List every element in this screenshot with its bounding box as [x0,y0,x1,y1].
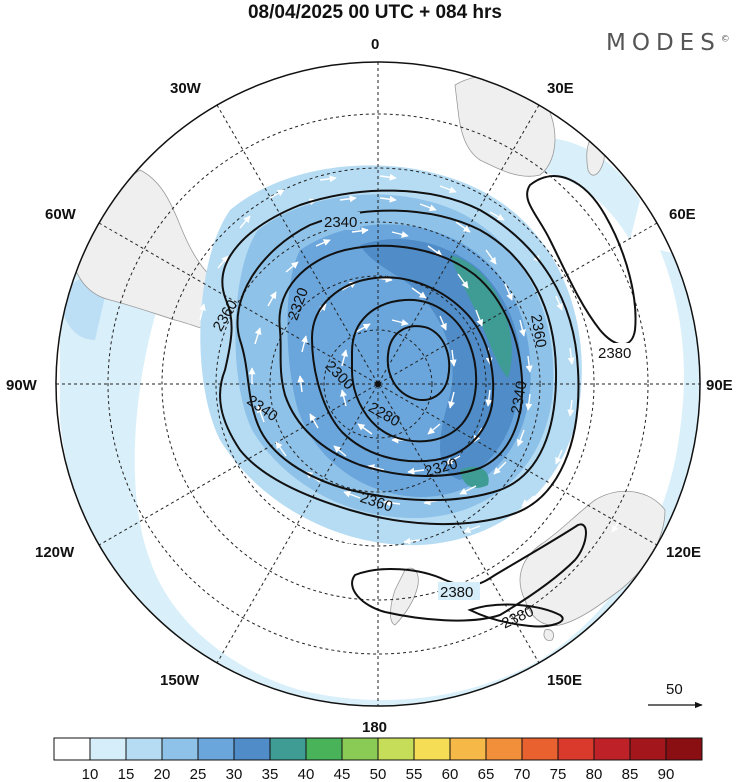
colorbar-label: 40 [298,766,315,782]
colorbar-label: 25 [190,766,207,782]
colorbar-label: 80 [586,766,603,782]
contour-label: 2380 [440,584,473,601]
contour-2380-south-a [351,523,587,622]
colorbar-swatch [449,737,487,761]
land-australia [519,490,666,626]
meridian-labels: 0 30E 60E 90E 120E 150E 180 150W 120W 90… [6,36,733,736]
contour-2320 [278,244,524,477]
colorbar-label: 45 [334,766,351,782]
meridian-label-180: 180 [362,719,387,736]
meridian-label-150w: 150W [160,672,200,689]
meridian-label-60w: 60W [45,206,77,223]
colorbar-swatch [233,737,271,761]
colorbar-label: 50 [370,766,387,782]
contour-label: 2360 [527,313,550,349]
contour-2300 [310,276,495,463]
colorbar-swatch [377,737,415,761]
colorbar-swatch [593,737,631,761]
reference-vector: 50 [648,681,703,709]
reference-vector-label: 50 [666,681,683,698]
contour-2380-south-b [467,603,564,628]
colorbar-swatch [125,737,163,761]
meridian-label-60e: 60E [669,206,696,223]
colorbar-swatch [665,737,703,761]
meridian-label-90e: 90E [706,377,733,394]
colorbar-swatch [53,737,91,761]
colorbar-label: 65 [478,766,495,782]
brand-mark: © [720,34,730,45]
graticule [56,62,700,706]
colorbar-swatch [89,737,127,761]
brand-logo: MODES© [606,30,730,56]
colorbar-swatch [269,737,307,761]
colorbar-labels: 10 15 20 25 30 35 40 45 50 55 60 65 70 75 80 85 90 [82,766,675,782]
brand-text: MODES [606,30,721,56]
colorbar-swatch [197,737,235,761]
colorbar-swatch [557,737,595,761]
colorbar-swatch [161,737,199,761]
colorbar-label: 75 [550,766,567,782]
contour-label: 2340 [324,214,357,231]
colorbar-swatch [413,737,451,761]
meridian-label-0: 0 [371,36,379,53]
contour-low [386,325,451,401]
colorbar-label: 35 [262,766,279,782]
colorbar-label: 60 [442,766,459,782]
contour-label: 2340 [508,380,531,416]
colorbar [53,737,703,761]
colorbar-label: 85 [622,766,639,782]
colorbar-swatch [521,737,559,761]
colorbar-label: 55 [406,766,423,782]
land-tasmania [543,629,554,641]
colorbar-label: 10 [82,766,99,782]
colorbar-label: 90 [658,766,675,782]
meridian-label-120w: 120W [35,544,75,561]
colorbar-label: 20 [154,766,171,782]
contour-2380-east [526,175,637,346]
colorbar-swatch [341,737,379,761]
contour-label: 2380 [598,345,631,362]
map-title: 08/04/2025 00 UTC + 084 hrs [247,2,503,23]
contour-2360 [219,189,580,526]
contour-2280 [351,298,478,443]
meridian-label-120e: 120E [666,544,701,561]
contour-2340 [236,209,558,502]
meridian-label-150e: 150E [547,672,582,689]
map-disk: 2340 2360 2320 2300 2280 2340 2360 2380 … [56,62,700,706]
colorbar-label: 70 [514,766,531,782]
meridian-label-90w: 90W [6,377,38,394]
colorbar-swatch [485,737,523,761]
height-contours [219,175,637,628]
colorbar-label: 15 [118,766,135,782]
meridian-label-30e: 30E [547,80,574,97]
colorbar-label: 30 [226,766,243,782]
meridian-label-30w: 30W [170,80,202,97]
map-border [55,61,701,707]
pole-marker [375,381,381,387]
colorbar-swatch [629,737,667,761]
colorbar-swatch [305,737,343,761]
